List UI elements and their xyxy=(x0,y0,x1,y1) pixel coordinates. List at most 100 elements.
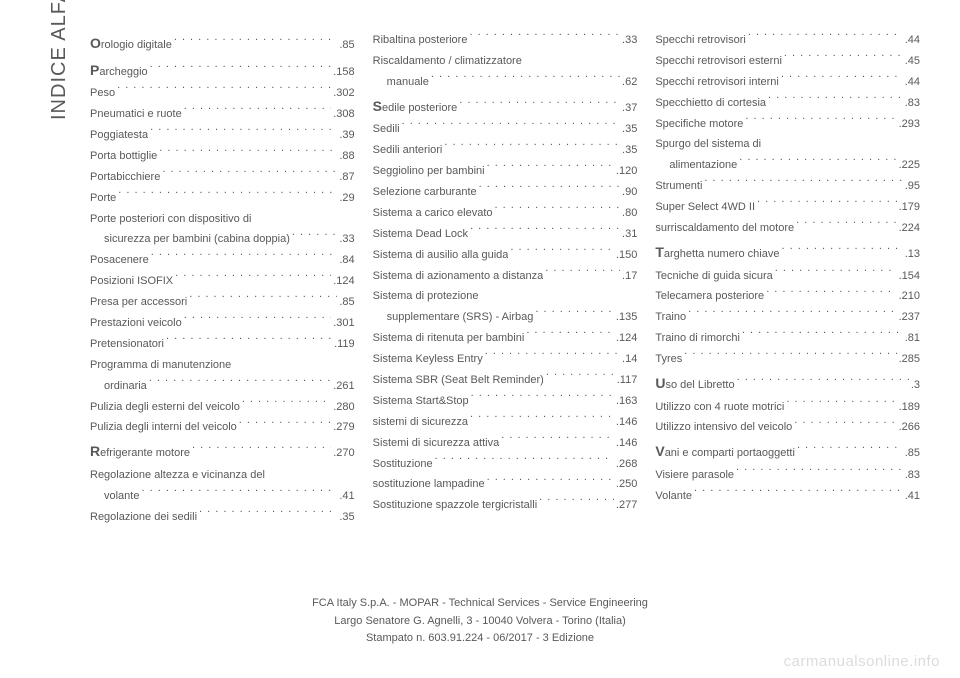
index-entry-label: Orologio digitale xyxy=(90,30,172,57)
leader-dots xyxy=(784,53,903,64)
index-entry: Regolazione altezza e vicinanza delvolan… xyxy=(90,465,355,507)
leader-dots xyxy=(545,268,620,279)
index-entry: Traino di rimorchi.81 xyxy=(655,328,920,349)
footer-line-2: Largo Senatore G. Agnelli, 3 - 10040 Vol… xyxy=(0,613,960,631)
index-entry: Vani e comparti portaoggetti.85 xyxy=(655,438,920,465)
leader-dots xyxy=(487,476,614,487)
index-entry: Prestazioni veicolo .301 xyxy=(90,313,355,334)
index-entry: Regolazione dei sedili.35 xyxy=(90,507,355,528)
index-entry: Uso del Libretto.3 xyxy=(655,370,920,397)
index-entry: Selezione carburante.90 xyxy=(373,182,638,203)
index-entry-label: Pretensionatori xyxy=(90,334,164,355)
index-entry: Sistema di azionamento a distanza .17 xyxy=(373,266,638,287)
index-entry: Sistema Start&Stop.163 xyxy=(373,391,638,412)
index-entry-page: .250 xyxy=(616,474,637,495)
index-entry: Ribaltina posteriore.33 xyxy=(373,30,638,51)
footer-line-3: Stampato n. 603.91.224 - 06/2017 - 3 Edi… xyxy=(0,630,960,648)
leader-dots xyxy=(546,372,615,383)
index-entry-label: Sistema di ritenuta per bambini xyxy=(373,328,525,349)
index-entry: Sostituzione.268 xyxy=(373,454,638,475)
index-entry-page: .85 xyxy=(339,292,354,313)
index-entry-page: .124 xyxy=(616,328,637,349)
index-entry-label: Utilizzo intensivo del veicolo xyxy=(655,417,792,438)
leader-dots xyxy=(757,199,897,210)
leader-dots xyxy=(781,74,903,85)
leader-dots xyxy=(796,220,896,231)
index-entry-page: .85 xyxy=(339,35,354,56)
index-entry: Tyres.285 xyxy=(655,349,920,370)
index-entry-page: .35 xyxy=(622,119,637,140)
index-entry: Presa per accessori.85 xyxy=(90,292,355,313)
index-entry: Strumenti.95 xyxy=(655,176,920,197)
index-entry-page: .280 xyxy=(333,397,354,418)
index-entry: Porte.29 xyxy=(90,188,355,209)
index-entry-page: .224 xyxy=(899,218,920,239)
index-entry-page: .301 xyxy=(333,313,354,334)
index-entry: Pulizia degli interni del veicolo.279 xyxy=(90,417,355,438)
index-column: Ribaltina posteriore.33Riscaldamento / c… xyxy=(373,30,638,528)
leader-dots xyxy=(175,273,331,284)
index-entry-label: Prestazioni veicolo xyxy=(90,313,182,334)
index-entry-label: Traino di rimorchi xyxy=(655,328,740,349)
leader-dots xyxy=(786,399,896,410)
index-entry-label: Utilizzo con 4 ruote motrici xyxy=(655,397,784,418)
leader-dots xyxy=(159,148,337,159)
index-entry-label: sostituzione lampadine xyxy=(373,474,485,495)
index-entry: Sedili .35 xyxy=(373,119,638,140)
leader-dots xyxy=(470,414,614,425)
index-entry: Pulizia degli esterni del veicolo .280 xyxy=(90,397,355,418)
index-entry-label: Sistema di azionamento a distanza xyxy=(373,266,544,287)
leader-dots xyxy=(539,497,614,508)
leader-dots xyxy=(501,435,614,446)
index-entry: Tecniche di guida sicura .154 xyxy=(655,266,920,287)
index-entry-page: .285 xyxy=(899,349,920,370)
leader-dots xyxy=(189,294,337,305)
index-entry: Portabicchiere.87 xyxy=(90,167,355,188)
index-entry: Utilizzo intensivo del veicolo .266 xyxy=(655,417,920,438)
index-entry: Programma di manutenzioneordinaria.261 xyxy=(90,355,355,397)
leader-dots xyxy=(118,190,337,201)
index-entry-page: .179 xyxy=(899,197,920,218)
index-entry-label: sistemi di sicurezza xyxy=(373,412,468,433)
index-entry-page: .154 xyxy=(899,266,920,287)
footer-line-1: FCA Italy S.p.A. - MOPAR - Technical Ser… xyxy=(0,595,960,613)
index-entry-page: .189 xyxy=(899,397,920,418)
index-entry-page: .35 xyxy=(622,140,637,161)
leader-dots xyxy=(459,100,620,111)
index-entry-label: Sistemi di sicurezza attiva xyxy=(373,433,500,454)
leader-dots xyxy=(775,268,897,279)
index-entry: Sistema Dead Lock.31 xyxy=(373,224,638,245)
leader-dots xyxy=(510,247,614,258)
leader-dots xyxy=(469,32,620,43)
index-entry: Parcheggio.158 xyxy=(90,57,355,84)
side-label: INDICE ALFABETICO xyxy=(48,0,71,120)
index-entry-label: Traino xyxy=(655,307,686,328)
leader-dots xyxy=(444,142,620,153)
index-entry-page: .85 xyxy=(905,443,920,464)
index-entry-page: .44 xyxy=(905,30,920,51)
index-entry-page: .277 xyxy=(616,495,637,516)
index-entry: Peso.302 xyxy=(90,83,355,104)
index-entry-page: .158 xyxy=(333,62,354,83)
index-entry-page: .279 xyxy=(333,417,354,438)
index-entry: Orologio digitale .85 xyxy=(90,30,355,57)
index-letter: S xyxy=(373,98,382,114)
index-entry-page: .119 xyxy=(334,334,355,355)
index-entry-label: Sistema Dead Lock xyxy=(373,224,468,245)
index-entry: Refrigerante motore.270 xyxy=(90,438,355,465)
index-entry-page: .124 xyxy=(333,271,354,292)
index-entry-page: .95 xyxy=(905,176,920,197)
index-entry-label: Sedili xyxy=(373,119,400,140)
index-columns: Orologio digitale.85Parcheggio.158Peso.3… xyxy=(90,30,920,528)
index-entry: Sistema di ritenuta per bambini .124 xyxy=(373,328,638,349)
index-entry-page: .146 xyxy=(616,412,637,433)
index-entry-page: .266 xyxy=(899,417,920,438)
index-entry: sistemi di sicurezza .146 xyxy=(373,412,638,433)
index-entry-label: Peso xyxy=(90,83,115,104)
leader-dots xyxy=(239,419,332,430)
index-entry-page: .17 xyxy=(622,266,637,287)
leader-dots xyxy=(192,445,331,456)
leader-dots xyxy=(150,64,332,75)
index-entry-label: Tecniche di guida sicura xyxy=(655,266,772,287)
index-entry-label: Pulizia degli esterni del veicolo xyxy=(90,397,240,418)
